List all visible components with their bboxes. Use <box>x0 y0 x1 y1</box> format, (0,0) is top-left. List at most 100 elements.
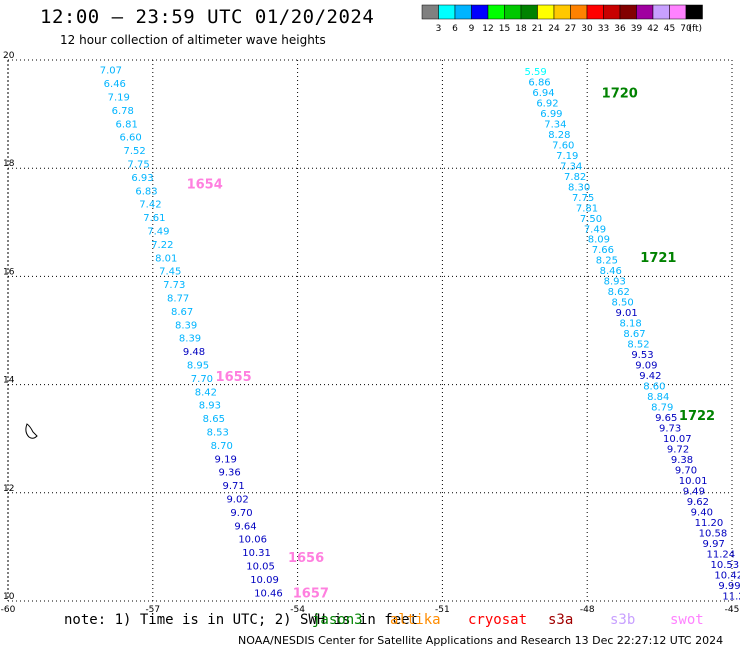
y-tick-label: 14 <box>3 376 15 386</box>
wave-height-label: 7.60 <box>552 140 574 151</box>
x-tick-label: -48 <box>580 605 595 615</box>
colorbar-swatch <box>685 4 703 20</box>
mission-label-swot: swot <box>670 612 704 628</box>
footnote: note: 1) Time is in UTC; 2) SWH is in fe… <box>64 612 419 628</box>
wave-height-label: 10.53 <box>710 560 739 571</box>
wave-height-label: 7.61 <box>143 213 165 224</box>
credit-footer: NOAA/NESDIS Center for Satellite Applica… <box>238 634 724 647</box>
wave-height-label: 8.60 <box>643 382 665 393</box>
wave-height-label: 7.22 <box>151 240 173 251</box>
wave-height-label: 7.49 <box>584 224 606 235</box>
wave-height-label: 6.46 <box>104 79 126 90</box>
colorbar-tick-label: 33 <box>598 24 609 34</box>
wave-height-label: 7.07 <box>100 66 122 77</box>
wave-height-label: 8.93 <box>199 401 221 412</box>
time-mark-label: 1722 <box>679 409 715 424</box>
wave-height-label: 10.31 <box>242 548 271 559</box>
wave-height-label: 9.97 <box>703 539 725 550</box>
wave-height-label: 9.62 <box>687 497 709 508</box>
wave-height-label: 10.01 <box>679 476 708 487</box>
wave-height-label: 8.95 <box>187 361 209 372</box>
wave-height-label: 8.79 <box>651 403 673 414</box>
wave-height-label: 10.07 <box>663 434 692 445</box>
wave-height-label: 9.53 <box>631 350 653 361</box>
wave-height-label: 8.18 <box>619 319 641 330</box>
time-mark-label: 1654 <box>187 177 223 192</box>
wave-height-label: 9.99 <box>718 581 740 592</box>
wave-height-label: 6.99 <box>540 109 562 120</box>
wave-height-label: 11.20 <box>695 518 724 529</box>
wave-height-label: 8.52 <box>627 340 649 351</box>
y-tick-label: 16 <box>3 267 15 277</box>
wave-height-label: 6.83 <box>135 186 157 197</box>
wave-height-label: 8.70 <box>211 441 233 452</box>
mission-label-s3b: s3b <box>610 612 636 628</box>
wave-height-label: 7.45 <box>159 267 181 278</box>
time-mark-label: 1655 <box>216 370 252 385</box>
wave-height-label: 8.30 <box>568 182 590 193</box>
x-tick-label: -60 <box>1 605 16 615</box>
colorbar-tick-label: 42 <box>647 24 658 34</box>
wave-height-label: 6.60 <box>120 133 142 144</box>
wave-height-label: 8.25 <box>596 256 618 267</box>
wave-height-label: 6.81 <box>116 119 138 130</box>
wave-height-label: 7.75 <box>127 160 149 171</box>
wave-height-label: 9.65 <box>655 413 677 424</box>
wave-height-label: 9.36 <box>219 468 241 479</box>
wave-height-label: 8.67 <box>171 307 193 318</box>
x-tick-label: -45 <box>725 605 740 615</box>
wave-height-label: 8.77 <box>167 294 189 305</box>
y-tick-label: 10 <box>3 592 15 602</box>
wave-height-label: 9.01 <box>615 308 637 319</box>
colorbar-tick-label: 9 <box>469 24 475 34</box>
wave-height-label: 7.19 <box>108 93 130 104</box>
x-tick-label: -57 <box>145 605 160 615</box>
wave-height-label: 7.82 <box>564 172 586 183</box>
y-tick-label: 18 <box>3 159 15 169</box>
wave-height-label: 7.42 <box>139 200 161 211</box>
chart-title: 12:00 — 23:59 UTC 01/20/2024 <box>40 6 375 28</box>
wave-height-label: 7.50 <box>580 214 602 225</box>
wave-height-label: 8.67 <box>623 329 645 340</box>
wave-height-label: 6.94 <box>532 88 554 99</box>
wave-height-label: 7.73 <box>163 280 185 291</box>
mission-label-jason3: jason3 <box>312 612 363 628</box>
wave-height-label: 8.09 <box>588 235 610 246</box>
wave-height-label: 7.49 <box>147 227 169 238</box>
wave-height-label: 9.70 <box>230 508 252 519</box>
colorbar-tick-label: 15 <box>499 24 510 34</box>
time-mark-label: 1721 <box>640 251 676 266</box>
wave-height-label: 10.05 <box>246 562 275 573</box>
wave-height-label: 7.34 <box>560 161 582 172</box>
wave-height-label: 7.75 <box>572 193 594 204</box>
colorbar-tick-label: 12 <box>482 24 493 34</box>
colorbar-tick-label: 39 <box>631 24 643 34</box>
wave-height-label: 8.42 <box>195 387 217 398</box>
wave-height-label: 9.71 <box>222 481 244 492</box>
wave-height-label: 10.46 <box>254 588 283 599</box>
colorbar: 3 6 9 12 15 18 21 24 27 30 33 36 39 42 45 70(ft) <box>421 4 703 34</box>
wave-height-label: 8.65 <box>203 414 225 425</box>
wave-height-label: 9.70 <box>675 466 697 477</box>
wave-height-label: 6.78 <box>112 106 134 117</box>
colorbar-tick-label: 3 <box>436 24 442 34</box>
wave-height-label: 11.20 <box>722 592 740 603</box>
colorbar-tick-label: 21 <box>532 24 543 34</box>
wave-height-label: 8.84 <box>647 392 669 403</box>
y-tick-label: 12 <box>3 484 14 494</box>
wave-height-label: 8.28 <box>548 130 570 141</box>
wave-height-label: 9.42 <box>639 371 661 382</box>
wave-height-label: 7.66 <box>592 245 614 256</box>
wave-height-label: 8.39 <box>179 334 201 345</box>
wave-height-label: 10.58 <box>699 529 728 540</box>
mission-label-altika: altika <box>390 612 441 628</box>
wave-height-label: 8.46 <box>600 266 622 277</box>
wave-height-label: 11.24 <box>707 550 736 561</box>
x-tick-label: -51 <box>435 605 450 615</box>
colorbar-tick-label: 6 <box>452 24 458 34</box>
mission-label-cryosat: cryosat <box>468 612 528 628</box>
colorbar-tick-label: 30 <box>581 24 593 34</box>
island-outline <box>25 423 38 439</box>
colorbar-tick-label: 27 <box>565 24 576 34</box>
